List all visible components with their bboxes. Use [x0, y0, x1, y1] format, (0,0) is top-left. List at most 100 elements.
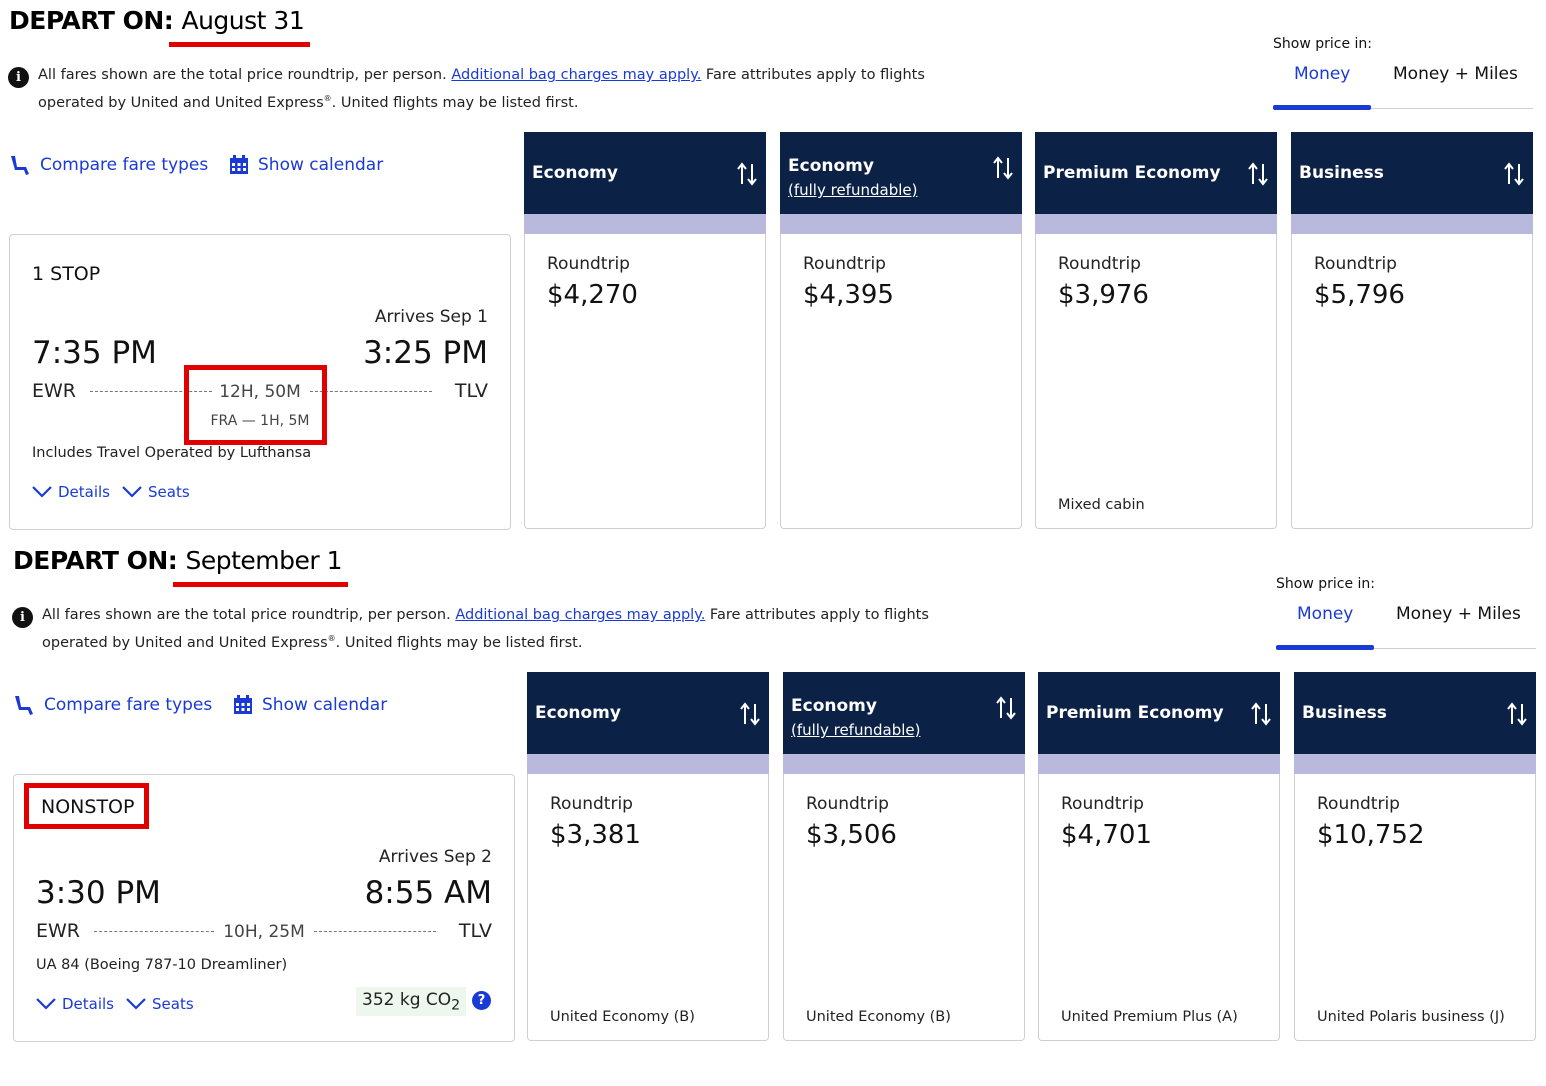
cabin-label: United Economy (B) [550, 1009, 695, 1025]
sort-arrows-icon[interactable] [992, 156, 1014, 180]
fare-price: $4,701 [1061, 820, 1152, 850]
fare-band [780, 214, 1022, 234]
depart-label: DEPART ON: [13, 546, 177, 575]
fare-column-premium-economy[interactable]: Premium Economy Roundtrip $4,701 United Pr… [1038, 672, 1280, 1042]
tab-money-miles[interactable]: Money + Miles [1396, 604, 1521, 624]
fare-price: $10,752 [1317, 820, 1425, 850]
fare-column-premium-economy[interactable]: Premium Economy Roundtrip $3,976 Mixed cab… [1035, 132, 1277, 530]
sort-arrows-icon[interactable] [1506, 702, 1528, 726]
roundtrip-label: Roundtrip [1317, 794, 1400, 814]
cabin-label: United Economy (B) [806, 1009, 951, 1025]
tab-money[interactable]: Money [1294, 64, 1350, 84]
price-toggle-label: Show price in: [1273, 36, 1372, 52]
fare-price-cell[interactable]: Roundtrip $3,976 Mixed cabin [1035, 234, 1277, 529]
show-calendar-button[interactable]: Show calendar [228, 154, 383, 176]
sort-arrows-icon[interactable] [1503, 162, 1525, 186]
flight-card[interactable]: 1 STOP Arrives Sep 1 7:35 PM 3:25 PM EWR… [9, 234, 511, 530]
origin-airport: EWR [36, 920, 80, 942]
fare-column-business[interactable]: Business Roundtrip $10,752 United Polaris … [1294, 672, 1536, 1042]
tab-active-indicator [1273, 105, 1371, 110]
sort-arrows-icon[interactable] [736, 162, 758, 186]
stops-label: 1 STOP [32, 263, 100, 285]
tab-money[interactable]: Money [1297, 604, 1353, 624]
bag-charges-link[interactable]: Additional bag charges may apply. [455, 607, 705, 623]
flight-links: Details Seats [32, 483, 190, 501]
route-line-right [310, 391, 432, 392]
fare-header[interactable]: Economy (fully refundable) [783, 672, 1025, 754]
fare-header[interactable]: Economy (fully refundable) [780, 132, 1022, 214]
fare-header[interactable]: Premium Economy [1035, 132, 1277, 214]
cabin-label: United Premium Plus (A) [1061, 1009, 1238, 1025]
fare-header[interactable]: Business [1291, 132, 1533, 214]
arrives-date: Arrives Sep 2 [379, 847, 492, 867]
fare-name: Economy [535, 703, 621, 723]
arrival-time: 8:55 AM [365, 875, 492, 911]
depart-heading: DEPART ON: September 1 [13, 546, 342, 575]
sort-arrows-icon[interactable] [739, 702, 761, 726]
info-icon: i [12, 607, 33, 628]
details-link[interactable]: Details [32, 483, 110, 501]
fare-price-cell[interactable]: Roundtrip $4,701 United Premium Plus (A) [1038, 774, 1280, 1041]
departure-time: 7:35 PM [32, 335, 157, 371]
cabin-label: Mixed cabin [1058, 497, 1145, 513]
bag-charges-link[interactable]: Additional bag charges may apply. [451, 67, 701, 83]
arrival-time: 3:25 PM [363, 335, 488, 371]
seat-icon [8, 154, 32, 176]
compare-fare-types-button[interactable]: Compare fare types [12, 694, 212, 716]
fare-column-economy-refundable[interactable]: Economy (fully refundable) Roundtrip $3,50… [783, 672, 1025, 1042]
help-icon[interactable]: ? [472, 991, 491, 1010]
depart-date: September 1 [185, 546, 342, 575]
seats-link[interactable]: Seats [126, 995, 194, 1013]
calendar-icon [232, 694, 254, 716]
roundtrip-label: Roundtrip [550, 794, 633, 814]
seat-icon [12, 694, 36, 716]
fare-price: $3,976 [1058, 280, 1149, 310]
fare-price-cell[interactable]: Roundtrip $4,395 [780, 234, 1022, 529]
chevron-down-icon [122, 486, 142, 498]
fare-price-cell[interactable]: Roundtrip $3,381 United Economy (B) [527, 774, 769, 1041]
depart-section-aug31: DEPART ON: August 31 i All fares shown a… [0, 6, 1546, 546]
fare-band [1035, 214, 1277, 234]
fare-header[interactable]: Premium Economy [1038, 672, 1280, 754]
price-toggle: Show price in: Money Money + Miles [1273, 36, 1533, 110]
fare-subname[interactable]: (fully refundable) [791, 721, 920, 739]
compare-fare-types-button[interactable]: Compare fare types [8, 154, 208, 176]
fare-header[interactable]: Business [1294, 672, 1536, 754]
calendar-icon [228, 154, 250, 176]
fare-price-cell[interactable]: Roundtrip $4,270 [524, 234, 766, 529]
fare-column-economy-refundable[interactable]: Economy (fully refundable) Roundtrip $4,39… [780, 132, 1022, 530]
seats-link[interactable]: Seats [122, 483, 190, 501]
fare-header[interactable]: Economy [524, 132, 766, 214]
fare-name: Business [1299, 163, 1384, 183]
fare-header[interactable]: Economy [527, 672, 769, 754]
depart-label: DEPART ON: [9, 6, 173, 35]
sort-arrows-icon[interactable] [1247, 162, 1269, 186]
price-toggle-label: Show price in: [1276, 576, 1375, 592]
fare-price-cell[interactable]: Roundtrip $10,752 United Polaris business … [1294, 774, 1536, 1041]
fare-band [527, 754, 769, 774]
sort-arrows-icon[interactable] [1250, 702, 1272, 726]
roundtrip-label: Roundtrip [806, 794, 889, 814]
details-link[interactable]: Details [36, 995, 114, 1013]
fare-price: $5,796 [1314, 280, 1405, 310]
operated-by: Includes Travel Operated by Lufthansa [32, 445, 311, 461]
fare-price-cell[interactable]: Roundtrip $5,796 [1291, 234, 1533, 529]
fare-subname[interactable]: (fully refundable) [788, 181, 917, 199]
roundtrip-label: Roundtrip [803, 254, 886, 274]
fare-name: Premium Economy [1043, 163, 1221, 183]
fare-column-economy[interactable]: Economy Roundtrip $4,270 [524, 132, 766, 530]
show-calendar-button[interactable]: Show calendar [232, 694, 387, 716]
flight-card[interactable]: NONSTOP Arrives Sep 2 3:30 PM 8:55 AM EW… [13, 774, 515, 1042]
fare-price: $4,270 [547, 280, 638, 310]
roundtrip-label: Roundtrip [1314, 254, 1397, 274]
stops-label: NONSTOP [24, 783, 149, 829]
tab-money-miles[interactable]: Money + Miles [1393, 64, 1518, 84]
depart-date: August 31 [181, 6, 304, 35]
fare-column-business[interactable]: Business Roundtrip $5,796 [1291, 132, 1533, 530]
sort-arrows-icon[interactable] [995, 696, 1017, 720]
fare-price-cell[interactable]: Roundtrip $3,506 United Economy (B) [783, 774, 1025, 1041]
fare-column-economy[interactable]: Economy Roundtrip $3,381 United Economy (B… [527, 672, 769, 1042]
chevron-down-icon [32, 486, 52, 498]
price-toggle: Show price in: Money Money + Miles [1276, 576, 1536, 650]
tab-active-indicator [1276, 645, 1374, 650]
